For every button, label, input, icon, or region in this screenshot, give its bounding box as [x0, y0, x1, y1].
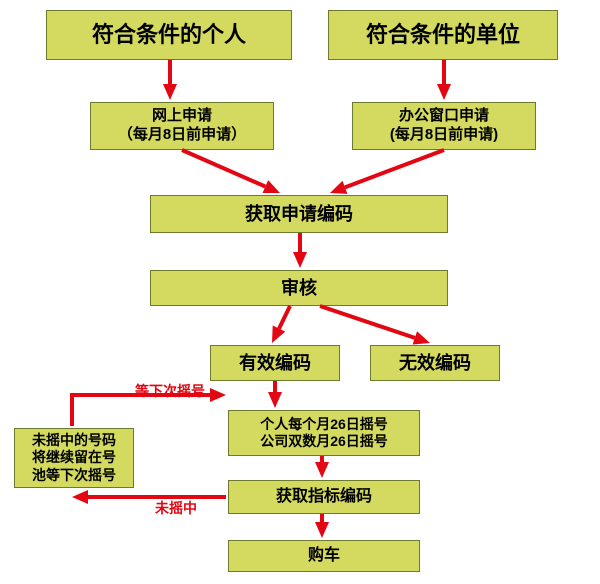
node-text: 未摇中的号码	[32, 432, 116, 450]
node-n12: 购车	[228, 540, 420, 572]
node-text: 获取指标编码	[276, 487, 372, 507]
node-n5: 获取申请编码	[150, 195, 448, 233]
node-text: （每月8日前申请）	[118, 126, 246, 145]
node-text: 购车	[308, 546, 340, 566]
node-n6: 审核	[150, 270, 448, 306]
node-n8: 无效编码	[370, 345, 500, 381]
node-text: 网上申请	[152, 107, 212, 126]
node-n1: 符合条件的个人	[46, 10, 292, 60]
node-text: 将继续留在号	[32, 449, 116, 467]
edge-label-e12: 等下次摇号	[135, 381, 205, 401]
node-n4: 办公窗口申请(每月8日前申请)	[352, 102, 536, 150]
node-n10: 未摇中的号码将继续留在号池等下次摇号	[14, 428, 134, 488]
node-text: 符合条件的单位	[366, 21, 520, 49]
edge-label-e11: 未摇中	[155, 498, 197, 518]
node-n9: 个人每个月26日摇号公司双数月26日摇号	[228, 410, 420, 456]
node-text: 符合条件的个人	[92, 21, 246, 49]
node-text: (每月8日前申请)	[390, 126, 498, 145]
node-text: 审核	[281, 277, 317, 300]
node-text: 有效编码	[239, 352, 311, 375]
node-text: 办公窗口申请	[399, 107, 489, 126]
node-text: 无效编码	[399, 352, 471, 375]
node-n3: 网上申请（每月8日前申请）	[90, 102, 274, 150]
node-text: 池等下次摇号	[32, 467, 116, 485]
node-text: 公司双数月26日摇号	[260, 433, 388, 451]
node-text: 个人每个月26日摇号	[260, 416, 388, 434]
node-n7: 有效编码	[210, 345, 340, 381]
node-n11: 获取指标编码	[228, 480, 420, 514]
node-n2: 符合条件的单位	[328, 10, 558, 60]
node-text: 获取申请编码	[245, 203, 353, 226]
